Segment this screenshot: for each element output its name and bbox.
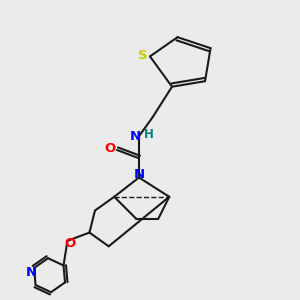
Text: O: O: [64, 237, 76, 250]
Text: H: H: [144, 128, 154, 141]
Text: O: O: [104, 142, 116, 155]
Text: N: N: [26, 266, 37, 279]
Text: N: N: [134, 168, 145, 181]
Text: S: S: [138, 49, 148, 62]
Text: N: N: [129, 130, 140, 143]
